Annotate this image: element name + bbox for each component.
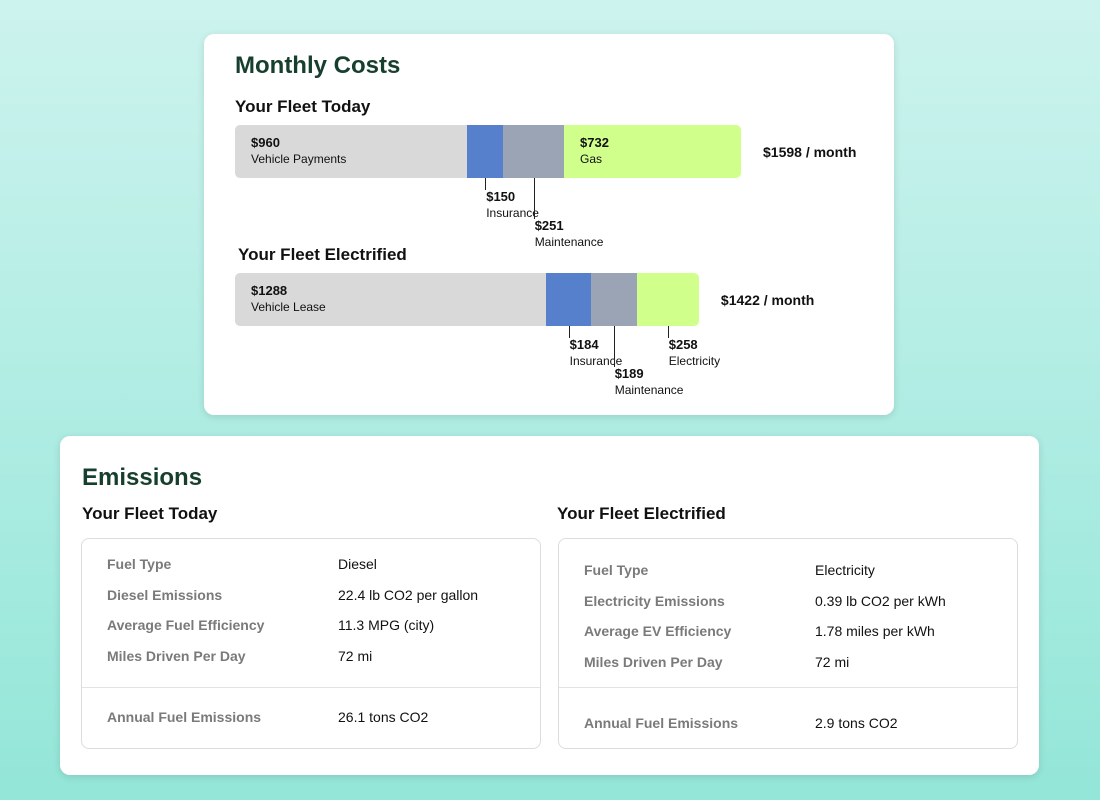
segment-label: $1288 Vehicle Lease	[251, 282, 326, 316]
row-value: 72 mi	[815, 653, 850, 670]
bar-title: Your Fleet Electrified	[238, 245, 407, 264]
segment-name: Insurance	[486, 206, 539, 220]
segment-label: $960 Vehicle Payments	[251, 134, 346, 168]
callout-line	[568, 326, 570, 338]
row-value: 1.78 miles per kWh	[815, 623, 935, 639]
bar-segment	[564, 125, 741, 178]
costs-card: Monthly Costs Your Fleet Today $960 Vehicl…	[204, 34, 894, 415]
bar	[235, 125, 741, 178]
segment-name: Electricity	[668, 354, 721, 368]
row-value: Diesel	[338, 556, 377, 572]
segment-name: Maintenance	[534, 235, 604, 249]
bar-segment	[503, 125, 565, 178]
segment-name: Maintenance	[614, 383, 684, 397]
callout-line	[533, 178, 535, 219]
divider	[82, 687, 540, 688]
bar-segment	[235, 125, 468, 178]
bar-segment	[636, 273, 699, 326]
bar-segment	[590, 273, 637, 326]
callout-line	[485, 178, 487, 190]
callout-label: $258 Electricity	[669, 336, 720, 370]
segment-name: Vehicle Lease	[251, 300, 326, 314]
row-label: Miles Driven Per Day	[107, 647, 246, 664]
row-label: Average Fuel Efficiency	[107, 617, 265, 633]
bar-segment	[467, 125, 504, 178]
row-label: Fuel Type	[107, 556, 172, 572]
row-value: 0.39 lb CO2 per kWh	[815, 592, 946, 609]
row-label: Annual Fuel Emissions	[584, 715, 739, 731]
divider	[559, 687, 1017, 688]
bar-segment	[235, 273, 547, 326]
row-value: 26.1 tons CO2	[338, 709, 429, 725]
row-label: Diesel Emissions	[107, 586, 223, 603]
row-label: Miles Driven Per Day	[584, 653, 723, 670]
emissions-card: Emissions Your Fleet Today Fuel Type Diese…	[60, 436, 1039, 775]
segment-value: $960	[251, 135, 280, 150]
bar-total: $1598 / month	[763, 144, 857, 160]
segment-value: $189	[614, 366, 644, 381]
emissions-title: Emissions	[82, 464, 203, 491]
row-label: Fuel Type	[584, 562, 649, 578]
segment-name: Gas	[580, 152, 603, 166]
segment-value: $258	[668, 337, 698, 352]
row-label: Electricity Emissions	[584, 592, 725, 609]
segment-name: Insurance	[569, 354, 623, 368]
segment-name: Vehicle Payments	[251, 152, 347, 166]
row-label: Annual Fuel Emissions	[107, 709, 262, 725]
bar-title: Your Fleet Today	[235, 97, 371, 116]
emissions-table: Fuel Type Electricity Electricity Emission…	[558, 538, 1018, 749]
bar-segment	[546, 273, 591, 326]
emissions-table: Fuel Type Diesel Diesel Emissions 22.4 lb C…	[81, 538, 541, 749]
row-value: 11.3 MPG (city)	[338, 617, 435, 633]
bar	[235, 273, 699, 326]
callout-label: $251 Maintenance	[535, 217, 604, 251]
callout-label: $189 Maintenance	[615, 365, 684, 399]
callout-line	[613, 326, 615, 367]
segment-value: $150	[486, 189, 516, 204]
row-value: 2.9 tons CO2	[815, 715, 898, 731]
row-label: Average EV Efficiency	[584, 623, 732, 639]
costs-title: Monthly Costs	[235, 52, 401, 79]
segment-value: $251	[534, 218, 564, 233]
segment-value: $184	[569, 337, 599, 352]
row-value: Electricity	[815, 562, 875, 578]
callout-label: $150 Insurance	[486, 188, 539, 222]
callout-label: $184 Insurance	[570, 336, 623, 370]
table-title: Your Fleet Today	[82, 504, 218, 523]
bar-total: $1422 / month	[720, 292, 815, 308]
segment-value: $1288	[251, 283, 288, 298]
row-value: 72 mi	[338, 647, 373, 664]
callout-line	[667, 326, 669, 338]
table-title: Your Fleet Electrified	[557, 504, 726, 523]
row-value: 22.4 lb CO2 per gallon	[338, 586, 479, 603]
segment-value: $732	[580, 135, 609, 150]
segment-label: $732 Gas	[580, 134, 609, 168]
